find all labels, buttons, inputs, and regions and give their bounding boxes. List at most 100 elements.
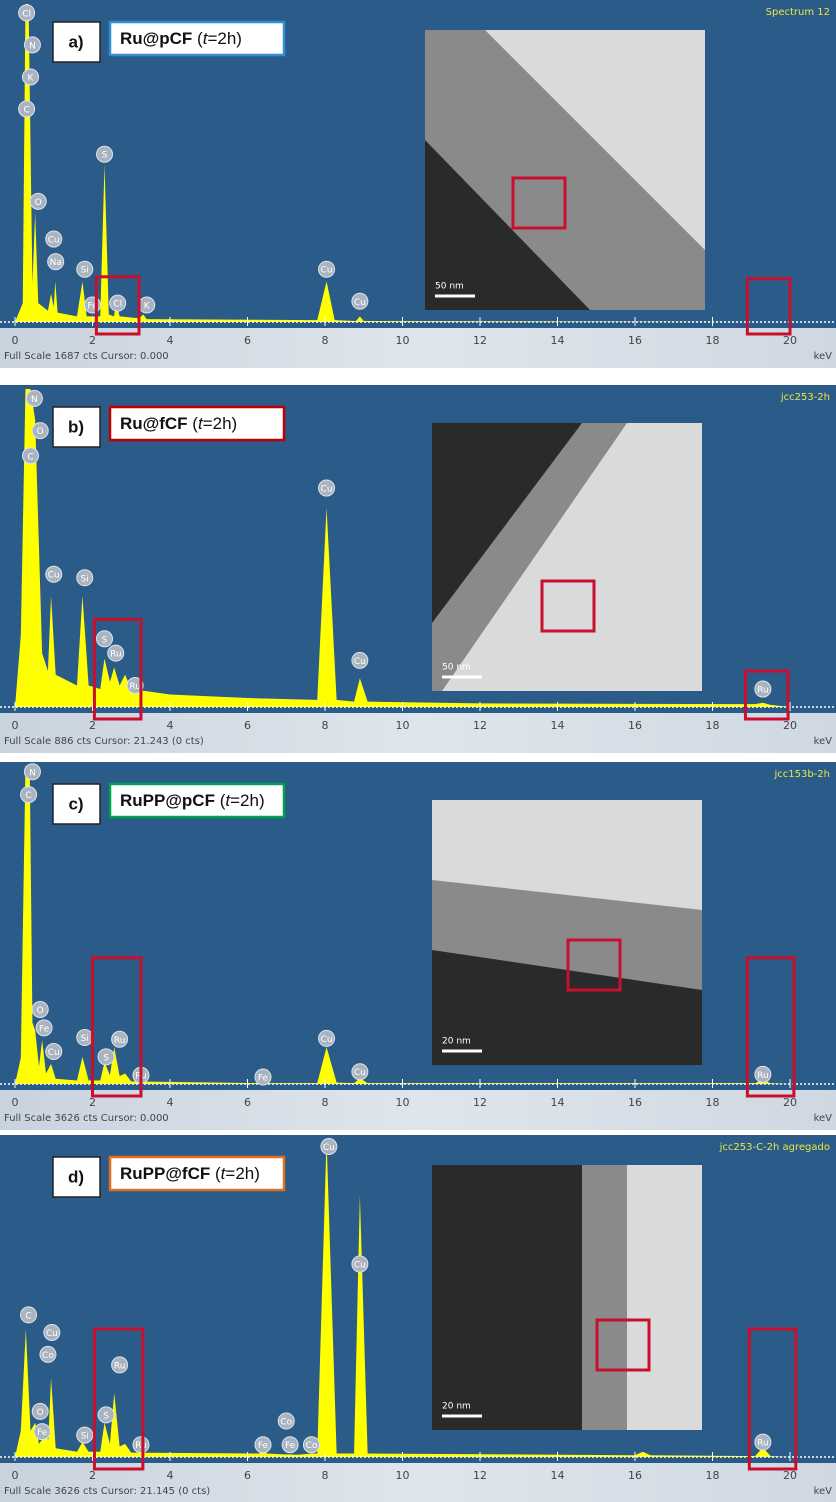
condition-rest: =2h) [230, 791, 265, 810]
peak-marker [76, 1426, 94, 1444]
condition-var: t [225, 791, 231, 810]
peak-marker [20, 786, 38, 804]
x-tick-label: 6 [244, 1469, 251, 1482]
peak-label: Ru [129, 682, 141, 692]
peak-marker [96, 145, 114, 163]
peak-label: Si [81, 266, 89, 276]
sample-title: RuPP@fCF (t=2h) [120, 1164, 260, 1183]
peak-label: Ru [757, 1439, 769, 1449]
tem-inset: 20 nm [432, 800, 702, 1065]
sample-title: RuPP@pCF (t=2h) [120, 791, 265, 810]
x-tick-label: 2 [89, 1469, 96, 1482]
peak-marker [45, 1043, 63, 1061]
scale-bar-label: 20 nm [442, 1402, 471, 1412]
peak-marker [45, 565, 63, 583]
spectrum-name: jcc153b-2h [773, 769, 830, 780]
peak-marker [754, 680, 772, 698]
tem-dark [432, 1165, 582, 1430]
x-tick-label: 4 [167, 334, 174, 347]
x-tick-label: 16 [628, 334, 642, 347]
peak-label: Cu [323, 1143, 335, 1153]
x-tick-label: 2 [89, 1096, 96, 1109]
footer-text: Full Scale 886 cts Cursor: 21.243 (0 cts… [4, 736, 204, 747]
sample-title: Ru@fCF (t=2h) [120, 414, 237, 433]
condition-var: t [198, 414, 204, 433]
scale-bar-label: 50 nm [435, 282, 464, 292]
x-tick-label: 10 [396, 1096, 410, 1109]
peak-label: Cl [22, 9, 31, 19]
peak-marker [97, 1048, 115, 1066]
x-tick-label: 8 [322, 1096, 329, 1109]
peak-label: Fe [39, 1024, 50, 1034]
sample-box [108, 20, 286, 57]
peak-label: Cu [321, 1035, 333, 1045]
peak-marker [351, 292, 369, 310]
x-tick-label: 16 [628, 719, 642, 732]
sample-box [108, 782, 286, 819]
peak-marker [43, 1323, 61, 1341]
peak-label: Fe [87, 302, 98, 312]
peak-label: Fe [258, 1441, 269, 1451]
peak-marker [318, 260, 336, 278]
x-tick-label: 4 [167, 1096, 174, 1109]
peak-marker [31, 1402, 49, 1420]
peak-marker [254, 1436, 272, 1454]
sample-name: RuPP@fCF [120, 1164, 210, 1183]
x-axis-unit: keV [814, 1486, 833, 1497]
peak-marker [754, 1433, 772, 1451]
x-tick-label: 4 [167, 719, 174, 732]
peak-label: Cu [321, 485, 333, 495]
panel-label: a) [68, 32, 83, 51]
x-tick-label: 0 [12, 1096, 19, 1109]
peak-label: C [25, 1311, 31, 1321]
peak-marker [76, 260, 94, 278]
peak-label: Cu [321, 266, 333, 276]
condition-open: ( [197, 29, 203, 48]
panel: 0 2 4 6 8 10 12 14 16 18 20 keV Full Scale 3626 cts … [0, 762, 836, 1130]
tem-light [442, 423, 702, 691]
highlight-box [745, 956, 796, 1098]
sample-name: Ru@fCF [120, 414, 188, 433]
peak-label: Fe [258, 1073, 269, 1083]
tem-zoom-box [511, 176, 567, 230]
peak-marker [33, 1423, 51, 1441]
tem-inset: 20 nm [432, 1165, 702, 1430]
peak-label: S [102, 635, 108, 645]
peak-marker [132, 1436, 150, 1454]
x-tick-label: 0 [12, 1469, 19, 1482]
peak-marker [29, 192, 47, 210]
sample-box [108, 1155, 286, 1192]
peak-marker [281, 1436, 299, 1454]
tem-light [432, 800, 702, 910]
x-tick-label: 10 [396, 334, 410, 347]
tem-zoom-box [566, 938, 622, 992]
x-tick-label: 12 [473, 1469, 487, 1482]
condition-rest: =2h) [203, 414, 238, 433]
condition-open: ( [215, 1164, 221, 1183]
x-axis-unit: keV [814, 351, 833, 362]
x-tick-label: 14 [551, 334, 565, 347]
peak-label: K [144, 302, 151, 312]
panel: 0 2 4 6 8 10 12 14 16 18 20 keV Full Scale 886 cts C… [0, 385, 836, 753]
peak-label: O [37, 1408, 44, 1418]
tem-dark [432, 950, 702, 1065]
sample-box [108, 405, 286, 442]
peak-marker [351, 651, 369, 669]
x-tick-label: 20 [783, 1096, 797, 1109]
x-tick-label: 14 [551, 719, 565, 732]
x-tick-label: 8 [322, 1469, 329, 1482]
highlight-box [92, 1327, 145, 1471]
peak-marker [22, 447, 39, 465]
tem-dark [432, 423, 582, 623]
x-tick-label: 12 [473, 1096, 487, 1109]
peak-label: S [102, 151, 108, 161]
peak-marker [23, 36, 41, 54]
tem-inset: 50 nm [432, 423, 702, 691]
x-tick-label: 14 [551, 1469, 565, 1482]
panel-label: d) [68, 1167, 84, 1186]
sample-name: RuPP@pCF [120, 791, 215, 810]
peak-label: Na [50, 258, 62, 268]
tem-dark [425, 140, 590, 310]
peak-label: Si [81, 574, 89, 584]
peak-marker [35, 1019, 53, 1037]
